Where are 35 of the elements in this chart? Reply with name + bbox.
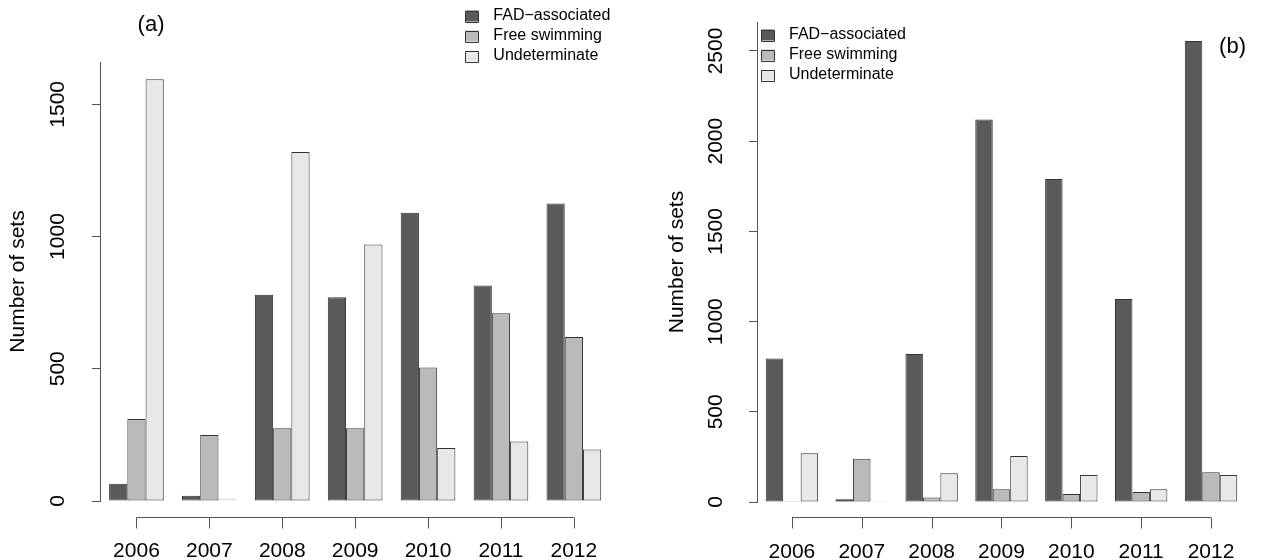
y-tick-label: 500 [702,394,726,430]
y-axis-title: Number of sets [5,210,29,353]
y-tick-label: 2000 [702,117,726,165]
y-tick-label: 1000 [702,298,726,345]
y-tick-label: 1500 [44,80,68,128]
legend-label: Free swimming [493,26,602,44]
legend-label: FAD−associated [493,6,611,24]
chart-title: (a) [137,11,165,37]
legend-label: Undeterminate [493,46,599,64]
x-tick-label: 2010 [1047,539,1095,560]
y-axis-title: Number of sets [663,190,687,334]
x-tick-label: 2011 [1118,539,1164,560]
x-tick-label: 2006 [113,538,160,560]
legend-label: Free swimming [789,45,898,63]
x-tick-label: 2011 [478,538,524,560]
bar [835,499,854,502]
y-tick-label: 500 [44,351,68,387]
legend-label: FAD−associated [789,25,906,43]
x-tick-label: 2012 [1187,539,1235,560]
x-tick-label: 2007 [838,539,886,560]
x-tick-label: 2012 [550,538,598,560]
y-tick-label: 0 [702,496,726,508]
x-tick-label: 2008 [908,539,955,560]
x-tick-label: 2010 [404,538,452,560]
y-tick-label: 1500 [702,208,726,255]
x-tick-label: 2007 [185,538,233,560]
y-tick-label: 2500 [702,27,726,75]
x-tick-label: 2008 [258,538,306,560]
text: (b) [1219,33,1246,59]
y-tick-label: 1000 [44,213,68,260]
x-tick-label: 2006 [768,539,816,560]
x-tick-label: 2009 [331,538,379,560]
x-tick-label: 2009 [978,539,1025,560]
y-tick-label: 0 [44,495,68,507]
legend-label: Undeterminate [789,65,895,83]
